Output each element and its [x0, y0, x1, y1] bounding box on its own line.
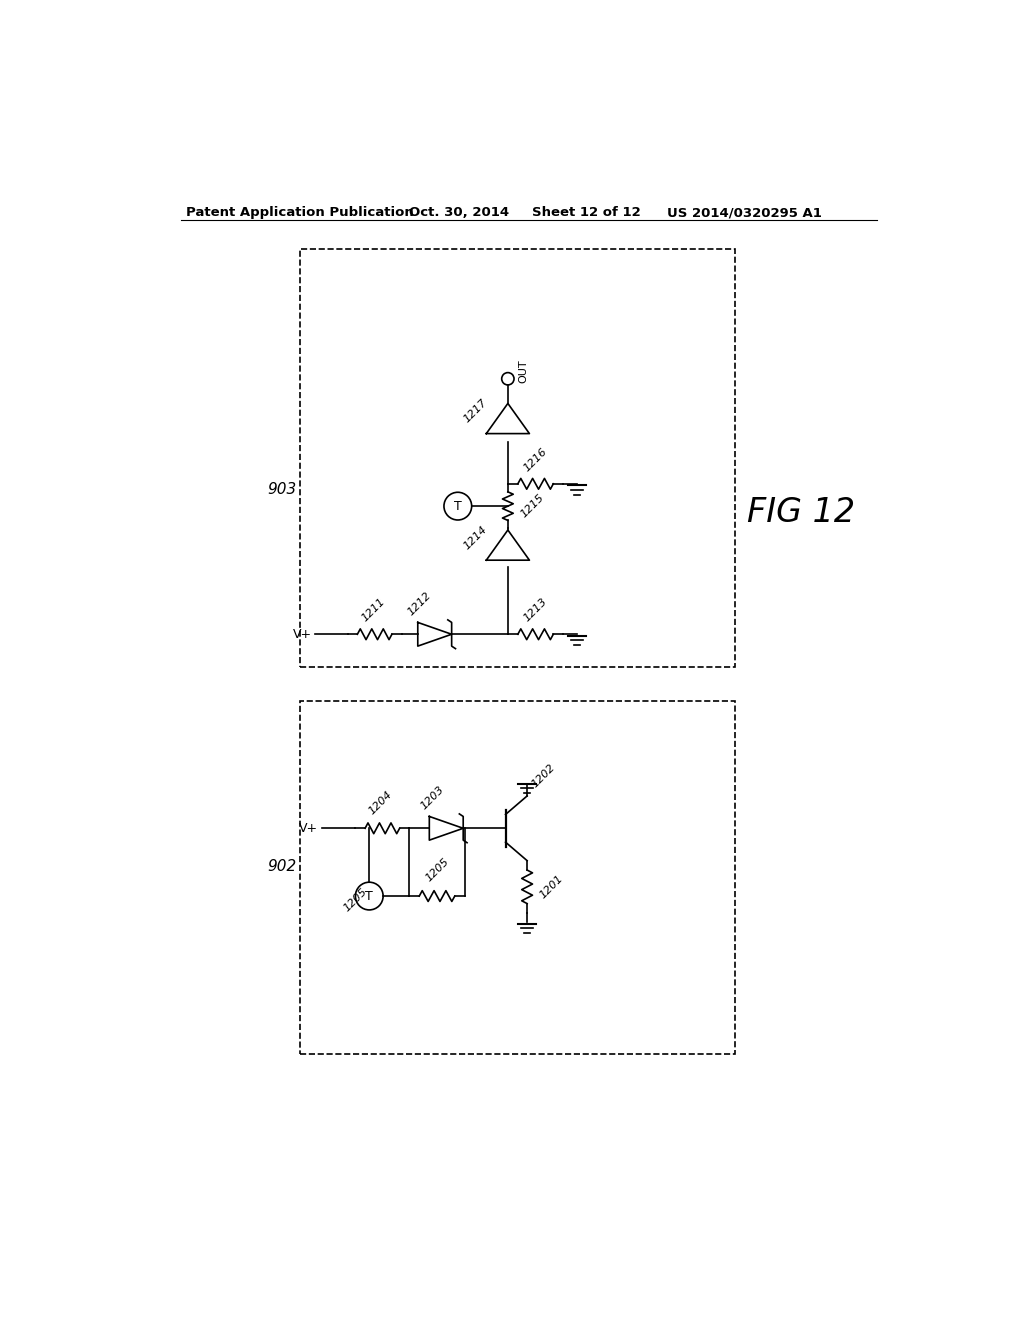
- Text: 1212: 1212: [406, 590, 433, 618]
- Text: 1213: 1213: [522, 597, 549, 623]
- Bar: [300, 249, 735, 667]
- Text: 1205: 1205: [342, 886, 369, 913]
- Text: FIG 12: FIG 12: [746, 496, 855, 529]
- Text: 1211: 1211: [359, 597, 387, 623]
- Text: 1214: 1214: [462, 524, 489, 552]
- Text: 1216: 1216: [522, 446, 549, 473]
- Text: 1205: 1205: [423, 857, 451, 884]
- Text: 1204: 1204: [368, 789, 394, 816]
- Text: US 2014/0320295 A1: US 2014/0320295 A1: [668, 206, 822, 219]
- Text: 903: 903: [267, 482, 296, 498]
- Text: Sheet 12 of 12: Sheet 12 of 12: [532, 206, 641, 219]
- Text: T: T: [366, 890, 373, 903]
- Text: 1215: 1215: [518, 492, 546, 520]
- Text: 1217: 1217: [462, 397, 489, 425]
- Text: 1203: 1203: [419, 784, 446, 812]
- Text: Oct. 30, 2014: Oct. 30, 2014: [410, 206, 509, 219]
- Text: T: T: [454, 500, 462, 512]
- Text: OUT: OUT: [518, 359, 528, 383]
- Text: 1202: 1202: [530, 763, 557, 789]
- Text: 1201: 1201: [538, 874, 565, 900]
- Text: 902: 902: [267, 859, 296, 874]
- Bar: [300, 701, 735, 1053]
- Text: V+: V+: [299, 822, 318, 834]
- Text: V+: V+: [293, 628, 312, 640]
- Text: Patent Application Publication: Patent Application Publication: [186, 206, 414, 219]
